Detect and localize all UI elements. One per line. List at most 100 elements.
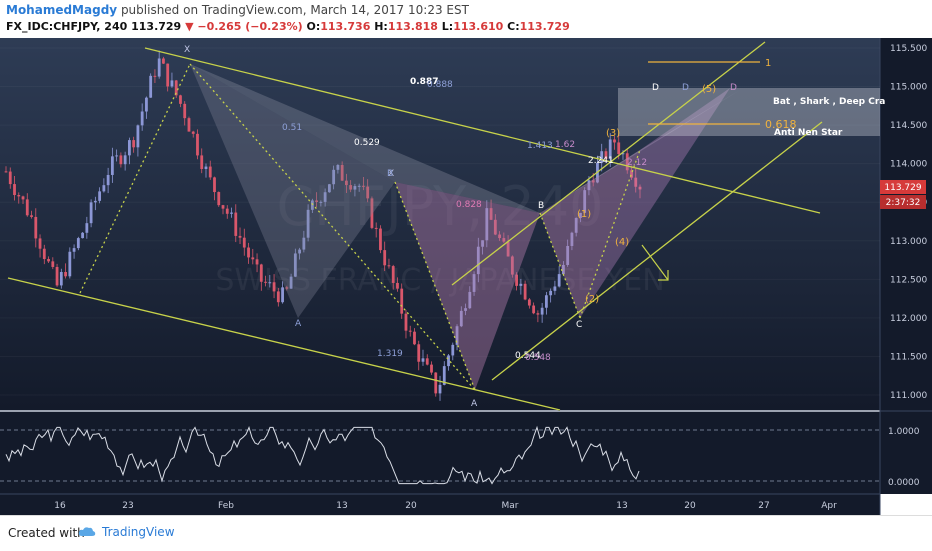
candle-body: [387, 265, 391, 267]
label-b: B: [538, 201, 544, 211]
candle-body: [587, 180, 591, 191]
candle-body: [306, 209, 310, 238]
candle-body: [98, 191, 102, 201]
candle-body: [455, 326, 459, 345]
candle-body: [485, 208, 489, 241]
candle-body: [76, 238, 80, 249]
candle-body: [127, 140, 131, 156]
price-scale-labels: 115.500115.000114.500114.000113.500113.0…: [890, 44, 927, 401]
candle-body: [68, 251, 72, 277]
time-tick: 16: [54, 501, 66, 511]
low-label: L:: [441, 20, 454, 33]
label-c: C: [576, 320, 582, 330]
high-label: H:: [374, 20, 388, 33]
candle-body: [362, 185, 365, 187]
tradingview-brand[interactable]: TradingView: [102, 525, 175, 539]
upper-channel-line: [144, 47, 821, 214]
wave-5: (5): [702, 84, 716, 95]
candle-body: [370, 198, 374, 228]
candle-body: [391, 266, 395, 283]
time-scale-labels: 16 23 Feb 13 20 Mar 13 20 27 Apr: [54, 501, 837, 511]
label-d3: D: [730, 83, 737, 93]
price-tick: 115.000: [890, 83, 927, 93]
symbol-watermark: CHFJPY, 240 SWISS FRANC / JAPANESE YEN: [215, 175, 664, 298]
candle-body: [553, 286, 557, 291]
candle-body: [557, 274, 561, 287]
svg-text:CHFJPY, 240: CHFJPY, 240: [276, 175, 603, 238]
candle-body: [200, 155, 204, 170]
candle-body: [374, 227, 378, 229]
candle-body: [242, 237, 246, 248]
candle-body: [42, 248, 46, 260]
time-axis[interactable]: [0, 494, 880, 515]
label-a2: A: [471, 399, 478, 409]
candle-body: [357, 185, 361, 187]
bar-countdown-label: 2:37:32: [886, 198, 921, 208]
prz-zone: [618, 88, 880, 136]
pattern-labels: X X A A B B C D D D 0.887 0.888 0.51 0.5…: [184, 45, 737, 409]
candle-body: [617, 142, 621, 154]
candle-body: [353, 186, 357, 190]
author-link[interactable]: MohamedMagdy: [6, 3, 118, 17]
candle-body: [204, 166, 208, 170]
symbol-label[interactable]: FX_IDC:CHFJPY, 240: [6, 20, 128, 33]
candle-body: [349, 185, 353, 190]
ratio-0544: 0.544: [515, 351, 541, 361]
projection-arrow: [641, 244, 669, 281]
candle-body: [591, 180, 595, 183]
price-tick: 112.500: [890, 275, 927, 285]
candle-body: [34, 216, 38, 239]
price-tick: 115.500: [890, 44, 927, 54]
change-arrow-icon: ▼: [185, 20, 194, 33]
footer: Created with TradingView: [0, 515, 932, 551]
lower-channel-line: [7, 277, 561, 411]
candle-body: [506, 241, 510, 257]
price-tick: 114.500: [890, 121, 927, 131]
time-tick: Apr: [821, 501, 837, 511]
ratio-2241: 2.241: [588, 156, 614, 166]
ratio-0828: 0.828: [456, 200, 482, 210]
candle-body: [293, 253, 297, 277]
candle-body: [519, 283, 523, 286]
publish-line: MohamedMagdy published on TradingView.co…: [6, 3, 469, 17]
candle-body: [319, 201, 323, 203]
candle-body: [493, 219, 497, 235]
candle-body: [255, 259, 259, 265]
candle-body: [472, 274, 476, 292]
candle-body: [89, 202, 93, 224]
chart-header: MohamedMagdy published on TradingView.co…: [0, 0, 932, 38]
bc-dotted: [539, 212, 581, 319]
oscillator-pane[interactable]: [0, 412, 880, 494]
candle-body: [136, 125, 140, 148]
time-tick: 20: [684, 501, 696, 511]
price-axis[interactable]: [880, 38, 932, 494]
candle-body: [196, 133, 199, 156]
ohlc-line: FX_IDC:CHFJPY, 240 113.729 ▼ −0.265 (−0.…: [6, 20, 570, 33]
bd-dotted: [394, 181, 476, 391]
candle-body: [540, 307, 544, 315]
candle-body: [272, 282, 276, 292]
osc-tick-0: 0.0000: [888, 478, 920, 488]
wave-4: (4): [615, 237, 629, 248]
rising-channel-lower: [491, 121, 823, 381]
label-d1: D: [652, 83, 659, 93]
candle-body: [523, 283, 527, 300]
label-a1: A: [295, 319, 302, 329]
trend-lines: [7, 41, 823, 411]
candle-body: [47, 259, 50, 262]
candle-body: [600, 151, 604, 163]
chart-area[interactable]: CHFJPY, 240 SWISS FRANC / JAPANESE YEN X…: [0, 38, 932, 515]
candle-body: [583, 190, 587, 213]
candle-body: [630, 170, 633, 178]
candle-body: [85, 223, 89, 233]
candle-body: [327, 184, 331, 193]
pattern-right-low: [540, 150, 640, 318]
candle-body: [123, 155, 127, 165]
candle-body: [208, 166, 212, 178]
candle-body: [4, 171, 8, 173]
open-value: 113.736: [320, 20, 371, 33]
candle-body: [613, 139, 616, 143]
candle-body: [166, 63, 170, 87]
ratio-0548: 0.548: [525, 353, 551, 363]
candle-body: [8, 171, 12, 185]
